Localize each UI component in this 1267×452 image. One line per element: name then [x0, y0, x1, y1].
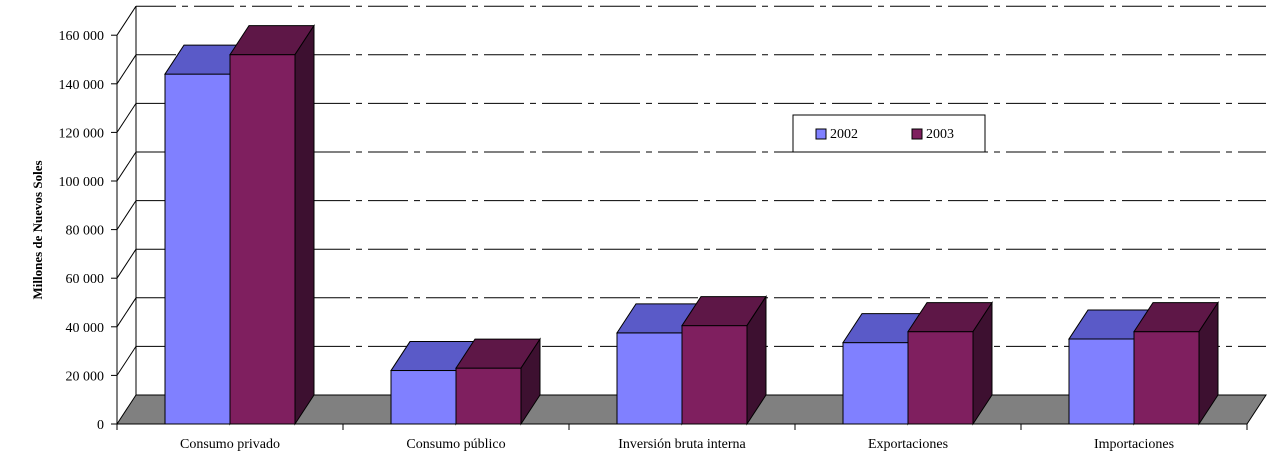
bar-2003-2: [681, 294, 767, 426]
legend: 2002 2003: [792, 114, 986, 153]
bar-front: [390, 370, 457, 425]
bar-front: [681, 325, 748, 425]
y-tick-label: 0: [97, 418, 104, 433]
bar-front: [455, 367, 522, 425]
gridline-side: [116, 346, 137, 376]
bar-front: [229, 54, 296, 425]
legend-label-2002: 2002: [830, 127, 858, 142]
x-tick-label: Importaciones: [1094, 437, 1174, 452]
x-tick-label: Consumo público: [406, 437, 505, 452]
bar-2003-4: [1133, 300, 1219, 426]
y-tick-label: 60 000: [66, 272, 105, 287]
gridline-side: [116, 54, 137, 85]
bar-front: [616, 332, 683, 425]
gridline-side: [116, 5, 137, 36]
gridline-side: [116, 248, 137, 279]
bar-side: [520, 337, 541, 426]
gridline-side: [116, 297, 137, 328]
x-tick-label: Consumo privado: [180, 437, 280, 452]
bar-2003-3: [907, 300, 993, 426]
gridline-side: [116, 200, 137, 230]
bars: [164, 23, 1219, 426]
bar-front: [1068, 338, 1135, 425]
gridline-side: [116, 103, 137, 133]
legend-swatch-2003: [911, 128, 923, 140]
bar-side: [294, 23, 315, 426]
y-axis-title: Millones de Nuevos Soles: [30, 160, 45, 299]
x-axis-labels: Consumo privado Consumo público Inversión …: [180, 437, 1174, 452]
bar-2003-1: [455, 337, 541, 426]
gridline-side: [116, 151, 137, 182]
y-axis: 0 20 000 40 000 60 000 80 000 100 000 120 000 1…: [59, 6, 1248, 433]
y-tick-label: 100 000: [59, 175, 105, 190]
y-tick-label: 40 000: [66, 321, 105, 336]
bar-side: [1198, 300, 1219, 426]
bar-2003-0: [229, 23, 315, 426]
y-tick-label: 20 000: [66, 369, 105, 384]
y-tick-label: 160 000: [59, 29, 105, 44]
y-tick-label: 140 000: [59, 78, 105, 93]
bar-front: [164, 73, 231, 425]
y-tick-label: 80 000: [66, 224, 105, 239]
bar-front: [907, 331, 974, 425]
bar-side: [746, 294, 767, 426]
legend-swatch-2002: [815, 128, 827, 140]
y-tick-label: 120 000: [59, 126, 105, 141]
bar-front: [1133, 331, 1200, 425]
bar-side: [972, 300, 993, 426]
x-tick-label: Inversión bruta interna: [618, 437, 746, 452]
bar-front: [842, 342, 909, 425]
legend-label-2003: 2003: [926, 127, 954, 142]
x-tick-label: Exportaciones: [868, 437, 948, 452]
